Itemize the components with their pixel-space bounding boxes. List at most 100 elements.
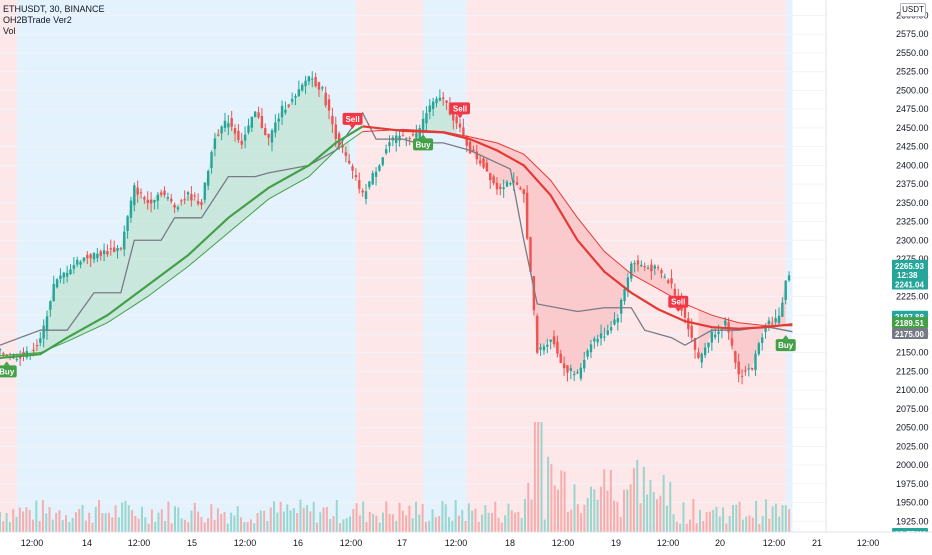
candle-body <box>693 338 697 350</box>
candle-body <box>163 190 166 195</box>
volume-bar <box>761 516 764 532</box>
volume-bar <box>619 516 622 532</box>
candle-body <box>546 344 549 347</box>
candle-body <box>331 115 334 125</box>
volume-bar <box>408 505 411 532</box>
volume-bar <box>768 518 771 532</box>
volume-bar <box>160 509 163 532</box>
volume-bar <box>322 507 325 532</box>
candle-body <box>72 265 76 269</box>
volume-bar <box>507 503 510 532</box>
price-tag-value: 2265.93 <box>895 262 924 271</box>
volume-bar <box>183 519 186 532</box>
volume-bar <box>372 513 375 532</box>
volume-bar <box>405 515 408 532</box>
volume-bar <box>639 503 642 532</box>
price-axis-label: 2425.00 <box>896 142 929 152</box>
time-axis-label: 18 <box>505 538 515 548</box>
candle-body <box>300 84 304 91</box>
candle-body <box>42 325 45 339</box>
candle-body <box>515 182 519 185</box>
time-axis-label: 16 <box>293 538 303 548</box>
volume-bar <box>91 522 94 532</box>
candle-body <box>576 372 579 374</box>
indicator-label-oh2btrade[interactable]: OH2BTrade Ver2 <box>3 15 72 25</box>
volume-bar <box>306 505 309 532</box>
candle-body <box>398 135 401 141</box>
volume-bar <box>481 514 484 532</box>
candle-body <box>324 92 327 106</box>
volume-bar <box>461 510 464 532</box>
symbol-title[interactable]: ETHUSDT, 30, BINANCE <box>3 4 105 14</box>
volume-bar <box>497 517 500 532</box>
candle-body <box>744 370 747 372</box>
candle-body <box>619 299 623 314</box>
candle-body <box>159 192 163 195</box>
volume-bar <box>731 505 734 532</box>
candle-body <box>781 302 784 317</box>
volume-bar <box>203 522 206 532</box>
volume-bar <box>12 509 15 532</box>
volume-bar <box>609 469 612 532</box>
volume-bar <box>144 517 147 532</box>
chart-legend: ETHUSDT, 30, BINANCE OH2BTrade Ver2 Vol <box>3 4 105 37</box>
currency-label[interactable]: USDT <box>900 3 926 17</box>
volume-bar <box>444 504 447 532</box>
volume-bar <box>101 513 104 532</box>
signal-arrow <box>675 307 682 312</box>
volume-bar <box>424 521 427 532</box>
candle-body <box>49 301 52 310</box>
candle-body <box>344 152 348 156</box>
candle-body <box>730 338 734 346</box>
volume-bar <box>428 520 431 532</box>
candle-body <box>552 336 556 345</box>
volume-bar <box>391 514 394 532</box>
price-axis-label: 2025.00 <box>896 441 929 451</box>
candle-body <box>589 344 593 353</box>
candle-body <box>45 316 49 332</box>
volume-bar <box>200 517 203 532</box>
volume-bar <box>698 509 701 532</box>
candle-body <box>717 331 720 335</box>
candle-body <box>431 101 435 110</box>
candle-body <box>445 100 448 103</box>
volume-bar <box>448 517 451 532</box>
candle-body <box>777 315 781 324</box>
candle-body <box>529 237 532 272</box>
volume-bar <box>348 516 351 532</box>
signal-box <box>342 112 363 125</box>
volume-bar <box>150 509 153 532</box>
volume-bar <box>728 515 731 532</box>
candle-body <box>697 352 700 358</box>
volume-bar <box>547 456 550 532</box>
candle-body <box>596 338 599 343</box>
candle-body <box>99 251 102 256</box>
candle-body <box>55 279 59 288</box>
candle-body <box>217 134 220 136</box>
candle-body <box>193 195 196 197</box>
indicator-label-vol[interactable]: Vol <box>3 26 16 36</box>
candle-body <box>206 170 210 186</box>
candle-body <box>327 99 331 111</box>
volume-bar <box>679 523 682 532</box>
volume-bars <box>0 422 791 532</box>
candle-body <box>425 113 428 124</box>
candle-body <box>599 333 603 339</box>
volume-bar <box>755 500 758 532</box>
time-axis-label: 14 <box>82 538 92 548</box>
volume-bar <box>494 501 497 532</box>
candle-body <box>321 87 324 89</box>
candle-body <box>196 201 200 204</box>
candle-body <box>136 187 139 195</box>
volume-bar <box>652 491 655 532</box>
candle-body <box>640 264 643 267</box>
price-axis-label: 2375.00 <box>896 179 929 189</box>
volume-bar <box>84 520 87 532</box>
volume-bar <box>530 499 533 532</box>
volume-bar <box>61 520 64 532</box>
candle-body <box>509 182 512 185</box>
volume-bar <box>411 518 414 532</box>
volume-bar <box>154 521 157 532</box>
volume-bar <box>35 500 38 532</box>
